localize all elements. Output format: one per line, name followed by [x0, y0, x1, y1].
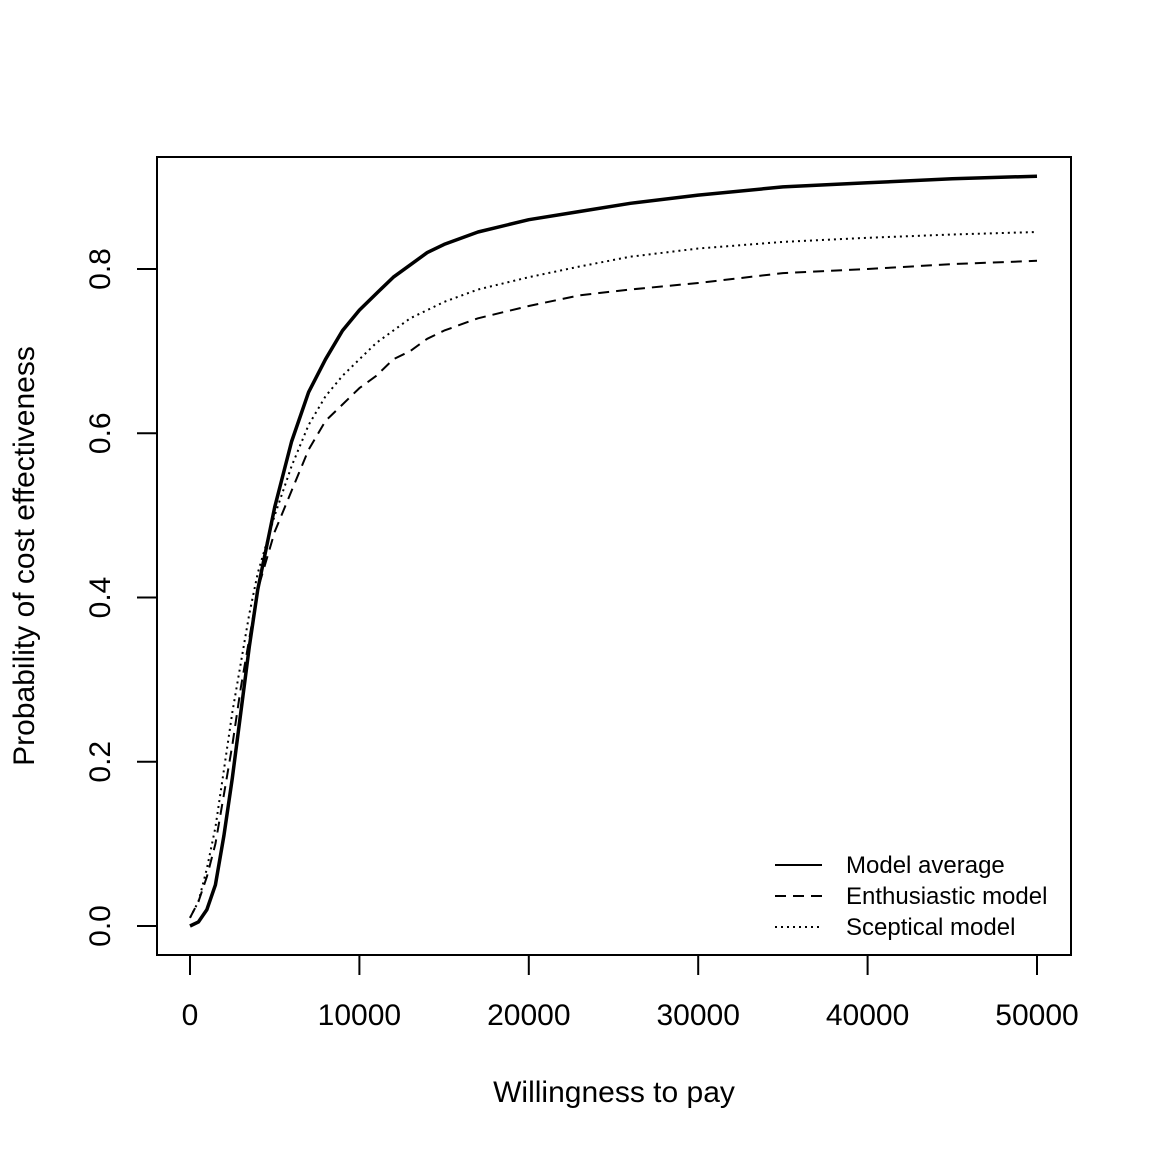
y-tick-label: 0.8 [84, 248, 117, 290]
x-tick-label: 30000 [656, 999, 739, 1032]
y-tick-label: 0.6 [84, 412, 117, 454]
legend-label: Enthusiastic model [846, 883, 1047, 910]
legend: Model average Enthusiastic model Sceptical… [775, 852, 1047, 941]
series-line-1 [189, 174, 1038, 928]
legend-label: Sceptical model [846, 914, 1015, 941]
legend-label: Model average [846, 852, 1005, 879]
series-line-2 [189, 259, 1038, 919]
x-tick-label: 40000 [826, 999, 909, 1032]
series-line-3 [189, 231, 1038, 919]
x-tick-label: 20000 [487, 999, 570, 1032]
x-axis: 0 10000 20000 30000 40000 50000 [182, 954, 1079, 1032]
series-layer [189, 174, 1038, 928]
y-tick-label: 0.4 [84, 577, 117, 619]
plot-frame [156, 156, 1072, 956]
y-axis-title: Probability of cost effectiveness [8, 346, 41, 766]
x-tick-label: 0 [182, 999, 199, 1032]
x-tick-label: 10000 [318, 999, 401, 1032]
y-tick-label: 0.0 [84, 905, 117, 947]
x-axis-title: Willingness to pay [493, 1076, 735, 1109]
y-axis: 0.0 0.2 0.4 0.6 0.8 [84, 248, 158, 947]
x-tick-label: 50000 [995, 999, 1078, 1032]
y-tick-label: 0.2 [84, 741, 117, 783]
